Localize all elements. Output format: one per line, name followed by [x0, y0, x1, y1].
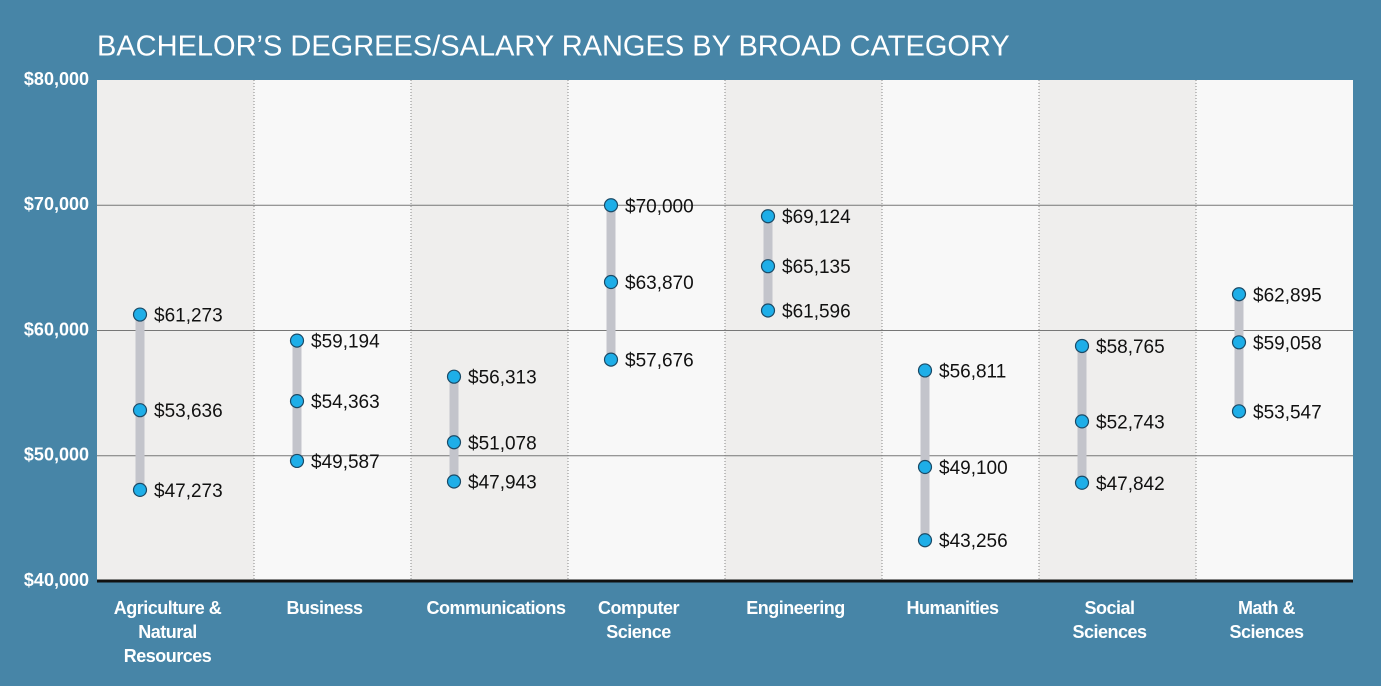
- data-point: [603, 198, 619, 213]
- data-point: [1074, 475, 1090, 490]
- y-tick-label: $40,000: [24, 570, 89, 590]
- y-tick-label: $70,000: [24, 194, 89, 214]
- y-tick-label: $60,000: [24, 319, 89, 339]
- data-label: $62,895: [1253, 285, 1322, 306]
- chart-title: BACHELOR’S DEGREES/SALARY RANGES BY BROA…: [97, 31, 1010, 63]
- data-label: $70,000: [625, 196, 694, 217]
- x-tick-label: Engineering: [746, 598, 845, 618]
- data-label: $58,765: [1096, 337, 1165, 358]
- data-label: $47,842: [1096, 474, 1165, 495]
- data-point: [132, 403, 148, 418]
- data-point: [760, 259, 776, 274]
- x-tick-label: Communications: [426, 598, 567, 618]
- data-label: $49,587: [311, 452, 380, 473]
- data-point: [446, 474, 462, 489]
- data-label: $53,636: [154, 401, 223, 422]
- data-point: [132, 482, 148, 498]
- data-point: [446, 435, 462, 450]
- x-tick-label: Math & Sciences: [1229, 598, 1304, 642]
- data-label: $47,273: [154, 481, 223, 502]
- data-label: $69,124: [782, 207, 851, 228]
- data-point: [289, 333, 305, 348]
- data-label: $61,596: [782, 302, 851, 323]
- data-label: $51,078: [468, 433, 537, 454]
- data-label: $59,058: [1253, 333, 1322, 354]
- data-label: $47,943: [468, 473, 537, 494]
- data-point: [760, 303, 776, 318]
- data-point: [289, 394, 305, 409]
- data-label: $52,743: [1096, 412, 1165, 433]
- data-label: $63,870: [625, 273, 694, 294]
- data-label: $56,811: [939, 361, 1006, 382]
- data-point: [760, 209, 776, 224]
- y-tick-label: $50,000: [24, 445, 89, 465]
- data-label: $57,676: [625, 351, 694, 372]
- data-label: $43,256: [939, 531, 1008, 552]
- data-label: $59,194: [311, 332, 380, 353]
- data-point: [1074, 338, 1090, 354]
- data-label: $56,313: [468, 368, 537, 389]
- data-label: $65,135: [782, 257, 851, 278]
- data-point: [446, 369, 462, 384]
- data-point: [132, 307, 148, 322]
- data-point: [1231, 404, 1247, 419]
- data-point: [917, 363, 933, 378]
- data-point: [1231, 335, 1247, 350]
- x-tick-label: Humanities: [906, 598, 999, 618]
- data-point: [603, 352, 619, 367]
- data-point: [289, 453, 305, 469]
- data-point: [917, 533, 933, 548]
- x-tick-label: Computer Science: [598, 598, 680, 642]
- x-tick-label: Business: [286, 598, 363, 618]
- data-label: $49,100: [939, 458, 1008, 479]
- data-label: $61,273: [154, 306, 223, 327]
- data-label: $53,547: [1253, 402, 1322, 423]
- x-tick-label: Agriculture & Natural Resources: [113, 598, 222, 666]
- data-point: [917, 459, 933, 475]
- data-point: [1231, 287, 1247, 302]
- data-label: $54,363: [311, 392, 380, 413]
- data-point: [603, 274, 619, 290]
- y-tick-label: $80,000: [24, 69, 89, 89]
- x-tick-label: Social Sciences: [1072, 598, 1147, 642]
- data-point: [1074, 414, 1090, 429]
